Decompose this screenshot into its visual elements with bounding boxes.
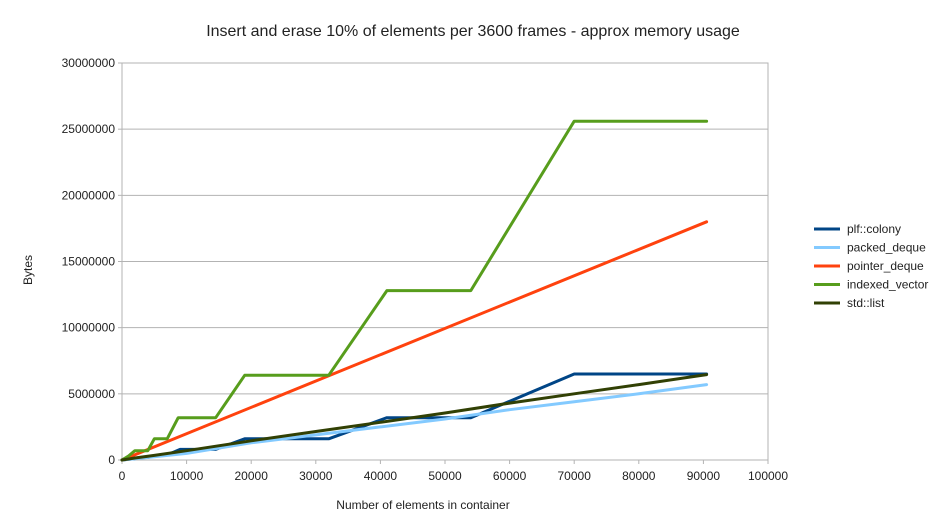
x-axis-label: Number of elements in container [336,498,509,512]
x-axis: 0 10000 20000 30000 40000 50000 60000 70000 8000… [119,460,788,483]
legend-entry: indexed_vector [847,278,928,292]
x-tick-label: 90000 [687,469,721,483]
series-line-std-list [120,373,709,462]
legend-entry: std::list [847,296,885,310]
series-line-packed-deque [120,383,709,462]
series-group [120,119,709,462]
y-axis: 0 5000000 10000000 15000000 20000000 25000000… [62,56,122,467]
chart-title: Insert and erase 10% of elements per 360… [206,23,740,40]
y-tick-label: 5000000 [68,387,115,401]
series-line-pointer-deque [120,220,709,462]
y-axis-label: Bytes [21,255,35,285]
y-tick-label: 25000000 [62,122,116,136]
legend: plf::colonypacked_dequepointer_dequeinde… [814,222,928,310]
x-tick-label: 50000 [428,469,462,483]
legend-entry: plf::colony [847,222,901,236]
x-tick-label: 30000 [299,469,333,483]
legend-entry: packed_deque [847,241,926,255]
x-tick-label: 70000 [558,469,592,483]
x-tick-label: 0 [119,469,126,483]
y-tick-label: 15000000 [62,255,116,269]
x-tick-label: 80000 [622,469,656,483]
series-line-indexed-vector [120,119,709,462]
legend-entry: pointer_deque [847,259,924,273]
y-tick-label: 10000000 [62,321,116,335]
x-tick-label: 40000 [364,469,398,483]
y-tick-label: 30000000 [62,56,116,70]
x-tick-label: 10000 [170,469,204,483]
x-tick-label: 100000 [748,469,788,483]
x-tick-label: 20000 [235,469,269,483]
x-tick-label: 60000 [493,469,527,483]
y-tick-label: 20000000 [62,188,116,202]
y-tick-label: 0 [108,453,115,467]
